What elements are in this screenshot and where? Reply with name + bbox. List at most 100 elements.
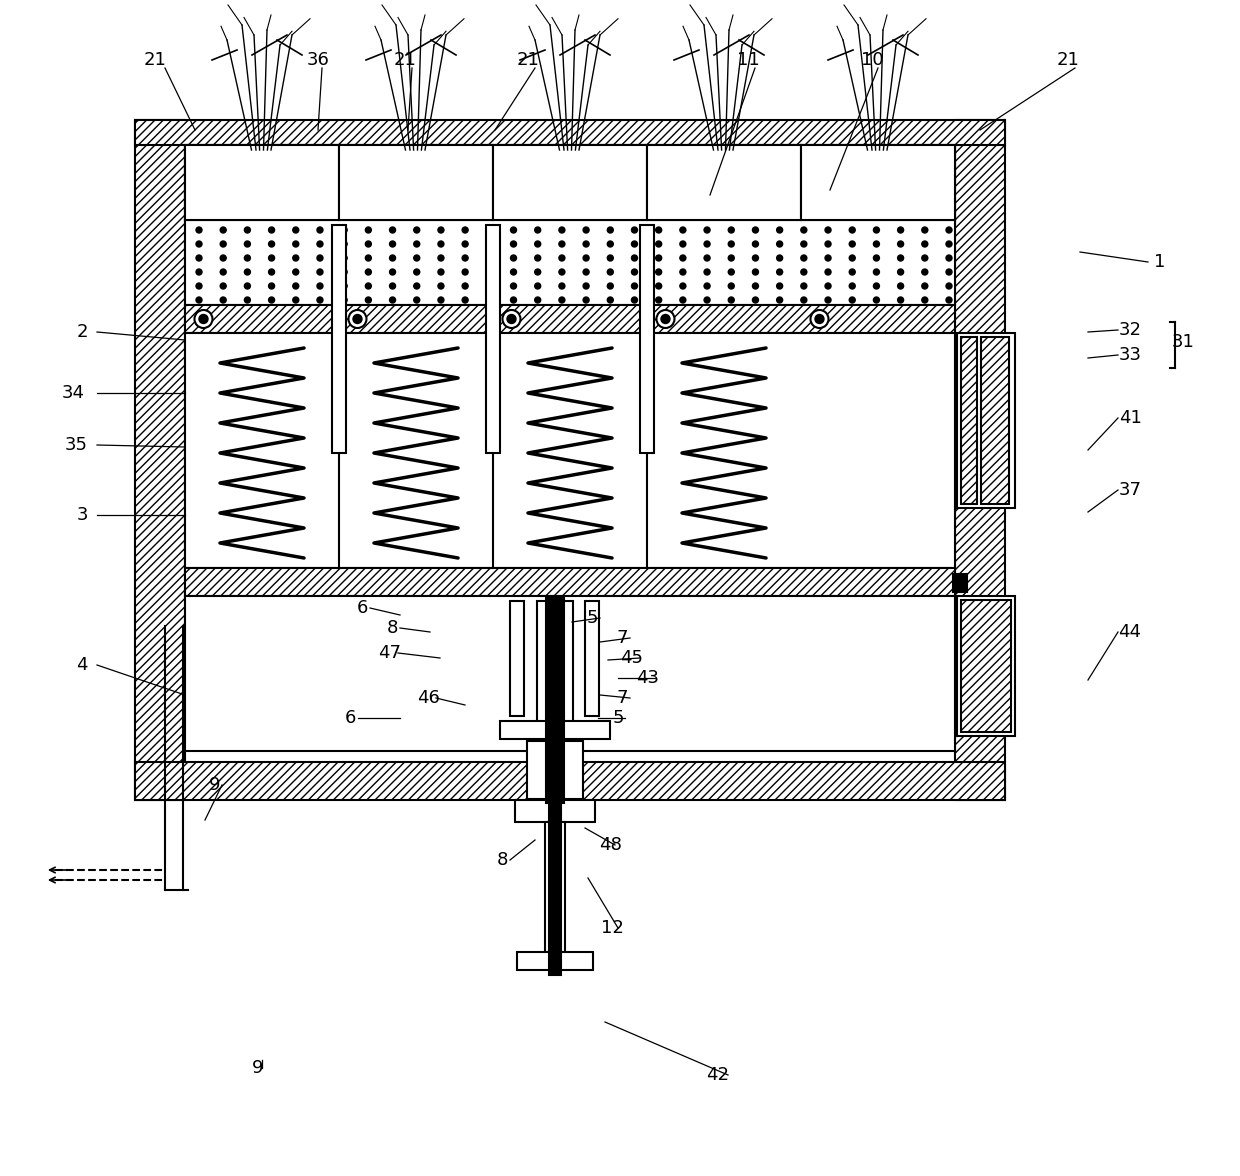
Circle shape bbox=[269, 298, 274, 303]
Circle shape bbox=[898, 227, 904, 233]
Circle shape bbox=[317, 255, 322, 261]
Circle shape bbox=[631, 298, 637, 303]
Circle shape bbox=[704, 227, 711, 233]
Bar bbox=[981, 338, 1009, 505]
Circle shape bbox=[728, 298, 734, 303]
Circle shape bbox=[438, 283, 444, 289]
Circle shape bbox=[559, 298, 565, 303]
Circle shape bbox=[221, 255, 226, 261]
Circle shape bbox=[946, 255, 952, 261]
Circle shape bbox=[317, 269, 322, 275]
Text: 4: 4 bbox=[77, 656, 88, 674]
Text: 45: 45 bbox=[620, 649, 644, 667]
Text: 41: 41 bbox=[1118, 409, 1142, 427]
Circle shape bbox=[921, 269, 928, 275]
Bar bbox=[494, 145, 647, 220]
Text: 33: 33 bbox=[1118, 346, 1142, 365]
Bar bbox=[955, 120, 1004, 800]
Circle shape bbox=[849, 227, 856, 233]
Circle shape bbox=[341, 255, 347, 261]
Text: 3: 3 bbox=[77, 506, 88, 524]
Circle shape bbox=[728, 255, 734, 261]
Circle shape bbox=[753, 298, 759, 303]
Circle shape bbox=[753, 227, 759, 233]
Circle shape bbox=[534, 227, 541, 233]
Circle shape bbox=[366, 255, 371, 261]
Circle shape bbox=[414, 255, 420, 261]
Circle shape bbox=[502, 310, 521, 328]
Circle shape bbox=[849, 255, 856, 261]
Circle shape bbox=[486, 283, 492, 289]
Circle shape bbox=[873, 255, 879, 261]
Circle shape bbox=[269, 241, 274, 247]
Circle shape bbox=[946, 298, 952, 303]
Bar bbox=[185, 333, 955, 568]
Circle shape bbox=[801, 269, 807, 275]
Text: 7: 7 bbox=[616, 629, 627, 647]
Circle shape bbox=[244, 269, 250, 275]
Circle shape bbox=[511, 241, 517, 247]
Circle shape bbox=[608, 269, 614, 275]
Circle shape bbox=[196, 255, 202, 261]
Circle shape bbox=[583, 255, 589, 261]
Circle shape bbox=[414, 227, 420, 233]
Text: 11: 11 bbox=[737, 51, 759, 69]
Bar bbox=[135, 762, 1004, 800]
Circle shape bbox=[317, 241, 322, 247]
Text: 21: 21 bbox=[144, 51, 166, 69]
Bar bbox=[957, 333, 1016, 508]
Circle shape bbox=[463, 241, 469, 247]
Circle shape bbox=[486, 227, 492, 233]
Circle shape bbox=[221, 283, 226, 289]
Circle shape bbox=[293, 241, 299, 247]
Circle shape bbox=[221, 227, 226, 233]
Bar bbox=[332, 225, 346, 453]
Circle shape bbox=[825, 255, 831, 261]
Bar bbox=[135, 120, 185, 800]
Circle shape bbox=[753, 269, 759, 275]
Circle shape bbox=[608, 241, 614, 247]
Circle shape bbox=[680, 269, 686, 275]
Circle shape bbox=[341, 298, 347, 303]
Circle shape bbox=[849, 241, 856, 247]
Circle shape bbox=[196, 298, 202, 303]
Circle shape bbox=[507, 314, 516, 323]
Text: 8: 8 bbox=[387, 619, 398, 637]
Circle shape bbox=[921, 298, 928, 303]
Circle shape bbox=[776, 298, 782, 303]
Circle shape bbox=[341, 283, 347, 289]
Circle shape bbox=[293, 269, 299, 275]
Text: 48: 48 bbox=[599, 836, 621, 854]
Circle shape bbox=[680, 241, 686, 247]
Circle shape bbox=[366, 227, 371, 233]
Circle shape bbox=[825, 283, 831, 289]
Circle shape bbox=[776, 283, 782, 289]
Circle shape bbox=[680, 227, 686, 233]
Text: 36: 36 bbox=[306, 51, 330, 69]
Circle shape bbox=[269, 269, 274, 275]
Circle shape bbox=[244, 255, 250, 261]
Text: 34: 34 bbox=[62, 385, 86, 402]
Text: 42: 42 bbox=[707, 1065, 729, 1084]
Bar bbox=[185, 145, 339, 220]
Circle shape bbox=[534, 241, 541, 247]
Circle shape bbox=[438, 298, 444, 303]
Circle shape bbox=[414, 269, 420, 275]
Circle shape bbox=[631, 255, 637, 261]
Circle shape bbox=[825, 298, 831, 303]
Circle shape bbox=[898, 241, 904, 247]
Circle shape bbox=[631, 227, 637, 233]
Circle shape bbox=[511, 269, 517, 275]
Circle shape bbox=[921, 283, 928, 289]
Circle shape bbox=[825, 269, 831, 275]
Circle shape bbox=[946, 227, 952, 233]
Circle shape bbox=[704, 255, 711, 261]
Circle shape bbox=[631, 241, 637, 247]
Circle shape bbox=[366, 298, 371, 303]
Bar bbox=[510, 601, 525, 716]
Circle shape bbox=[414, 283, 420, 289]
Circle shape bbox=[511, 283, 517, 289]
Bar bbox=[339, 145, 494, 220]
Text: 31: 31 bbox=[1172, 333, 1194, 350]
Circle shape bbox=[631, 269, 637, 275]
